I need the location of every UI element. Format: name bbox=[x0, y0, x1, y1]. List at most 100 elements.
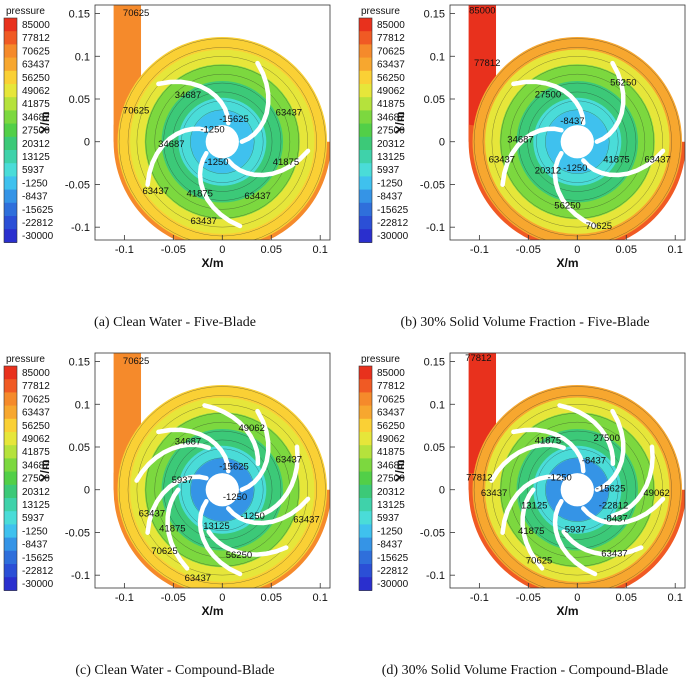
colorbar-swatch bbox=[359, 31, 372, 45]
contour-label: 70625 bbox=[123, 106, 149, 117]
y-tick-label: 0 bbox=[439, 137, 445, 149]
colorbar-level: 5937 bbox=[377, 513, 400, 524]
contour-label: 41875 bbox=[159, 524, 185, 535]
panel-d: pressure 85000 77812 70625 63437 56250 49062 41… bbox=[358, 352, 686, 618]
contour-label: 56250 bbox=[610, 77, 636, 88]
colorbar-level: 77812 bbox=[22, 33, 50, 44]
y-tick-label: -0.05 bbox=[420, 179, 445, 191]
colorbar-level: 63437 bbox=[377, 408, 405, 419]
colorbar-swatch bbox=[4, 550, 17, 565]
colorbar-swatch bbox=[4, 445, 17, 459]
colorbar-swatch bbox=[4, 577, 17, 591]
panel-a: pressure 85000 77812 70625 63437 56250 49062 41… bbox=[3, 4, 331, 270]
colorbar-level: -8437 bbox=[377, 540, 403, 551]
contour-label: 63437 bbox=[601, 548, 627, 559]
contour-label: 85000 bbox=[469, 6, 495, 17]
colorbar-swatch bbox=[359, 176, 372, 191]
colorbar-swatch bbox=[4, 471, 17, 486]
contour-label: 63437 bbox=[293, 514, 319, 525]
contour-label: 63437 bbox=[644, 154, 670, 165]
x-tick-label: 0.05 bbox=[261, 592, 282, 604]
colorbar-swatch bbox=[359, 392, 372, 407]
contour-label: 70625 bbox=[151, 546, 177, 557]
axes-frame bbox=[94, 4, 331, 241]
colorbar-level: 13125 bbox=[377, 152, 405, 163]
colorbar-level: 70625 bbox=[22, 394, 50, 405]
contour-label: 41875 bbox=[518, 526, 544, 537]
impeller-blade bbox=[511, 427, 586, 474]
impeller-blade bbox=[145, 126, 209, 187]
colorbar-swatch bbox=[359, 18, 372, 32]
caption-d: (d) 30% Solid Volume Fraction - Compound… bbox=[381, 663, 669, 678]
impeller-hub bbox=[560, 125, 594, 159]
colorbar-level: -22812 bbox=[22, 218, 54, 229]
y-tick-label: 0 bbox=[84, 137, 90, 149]
colorbar-level: -8437 bbox=[22, 192, 48, 203]
colorbar-swatch bbox=[4, 498, 17, 512]
impeller-blade bbox=[197, 150, 243, 229]
colorbar-swatch bbox=[359, 445, 372, 459]
contour-line bbox=[118, 386, 326, 588]
colorbar-level: -8437 bbox=[377, 192, 403, 203]
contour-label: 27500 bbox=[535, 89, 561, 100]
colorbar-level: 63437 bbox=[22, 60, 50, 71]
colorbar-level: -30000 bbox=[22, 231, 54, 242]
contour-line bbox=[491, 404, 663, 576]
colorbar-swatch bbox=[359, 123, 372, 138]
contour-label: 34687 bbox=[507, 135, 533, 146]
colorbar-level: 85000 bbox=[377, 368, 405, 379]
colorbar-level: 85000 bbox=[377, 20, 405, 31]
impeller-hub bbox=[205, 473, 239, 507]
colorbar-swatch bbox=[359, 97, 372, 111]
impeller-blade bbox=[520, 487, 545, 571]
y-tick-label: -0.1 bbox=[71, 570, 90, 582]
x-axis-label: X/m bbox=[201, 604, 223, 618]
colorbar-title: pressure bbox=[6, 6, 45, 17]
impeller-blade bbox=[489, 442, 566, 483]
colorbar-swatch bbox=[359, 189, 372, 204]
colorbar-swatch bbox=[359, 216, 372, 230]
impeller-blade bbox=[239, 408, 271, 492]
contour-label: 41875 bbox=[535, 436, 561, 447]
impeller-blade bbox=[561, 529, 644, 557]
colorbar-level: -22812 bbox=[377, 218, 409, 229]
y-tick-label: 0.1 bbox=[430, 399, 445, 411]
colorbar-swatch bbox=[4, 564, 17, 578]
colorbar-swatch bbox=[359, 84, 372, 98]
impeller-blade bbox=[557, 403, 616, 467]
contour-label: -8437 bbox=[603, 513, 627, 524]
impeller-blade bbox=[156, 427, 231, 474]
axes-frame bbox=[94, 352, 331, 589]
x-tick-label: 0.1 bbox=[313, 244, 328, 256]
colorbar-level: -30000 bbox=[22, 579, 54, 590]
caption-b: (b) 30% Solid Volume Fraction - Five-Bla… bbox=[400, 315, 650, 330]
contour-line bbox=[473, 38, 681, 240]
caption-a: (a) Clean Water - Five-Blade bbox=[94, 315, 256, 330]
contour-line bbox=[154, 73, 291, 210]
colorbar-level: 27500 bbox=[377, 474, 405, 485]
colorbar-level: 77812 bbox=[377, 33, 405, 44]
colorbar-level: 34687 bbox=[377, 460, 405, 471]
impeller-blade bbox=[552, 150, 598, 229]
colorbar-swatch bbox=[359, 405, 372, 420]
impeller-blade bbox=[610, 444, 655, 518]
contour-line bbox=[545, 109, 610, 174]
contour-label: -8437 bbox=[560, 116, 584, 127]
panel-b: pressure 85000 77812 70625 63437 56250 49062 41… bbox=[358, 4, 686, 270]
colorbar-swatch bbox=[359, 70, 372, 85]
contour-label: 56250 bbox=[554, 200, 580, 211]
x-tick-label: -0.05 bbox=[516, 592, 541, 604]
colorbar-frame bbox=[358, 17, 373, 243]
colorbar-level: 27500 bbox=[377, 126, 405, 137]
colorbar-swatch bbox=[359, 432, 372, 446]
colorbar-swatch bbox=[359, 498, 372, 512]
x-tick-label: 0.05 bbox=[616, 592, 637, 604]
colorbar-swatch bbox=[359, 110, 372, 125]
impeller-blade bbox=[206, 529, 289, 557]
colorbar-level: 20312 bbox=[377, 487, 405, 498]
colorbar-swatch bbox=[4, 511, 17, 525]
contour-label: -8437 bbox=[582, 455, 606, 466]
colorbar-level: 34687 bbox=[22, 112, 50, 123]
colorbar-level: -22812 bbox=[22, 566, 54, 577]
colorbar-swatch bbox=[359, 57, 372, 72]
